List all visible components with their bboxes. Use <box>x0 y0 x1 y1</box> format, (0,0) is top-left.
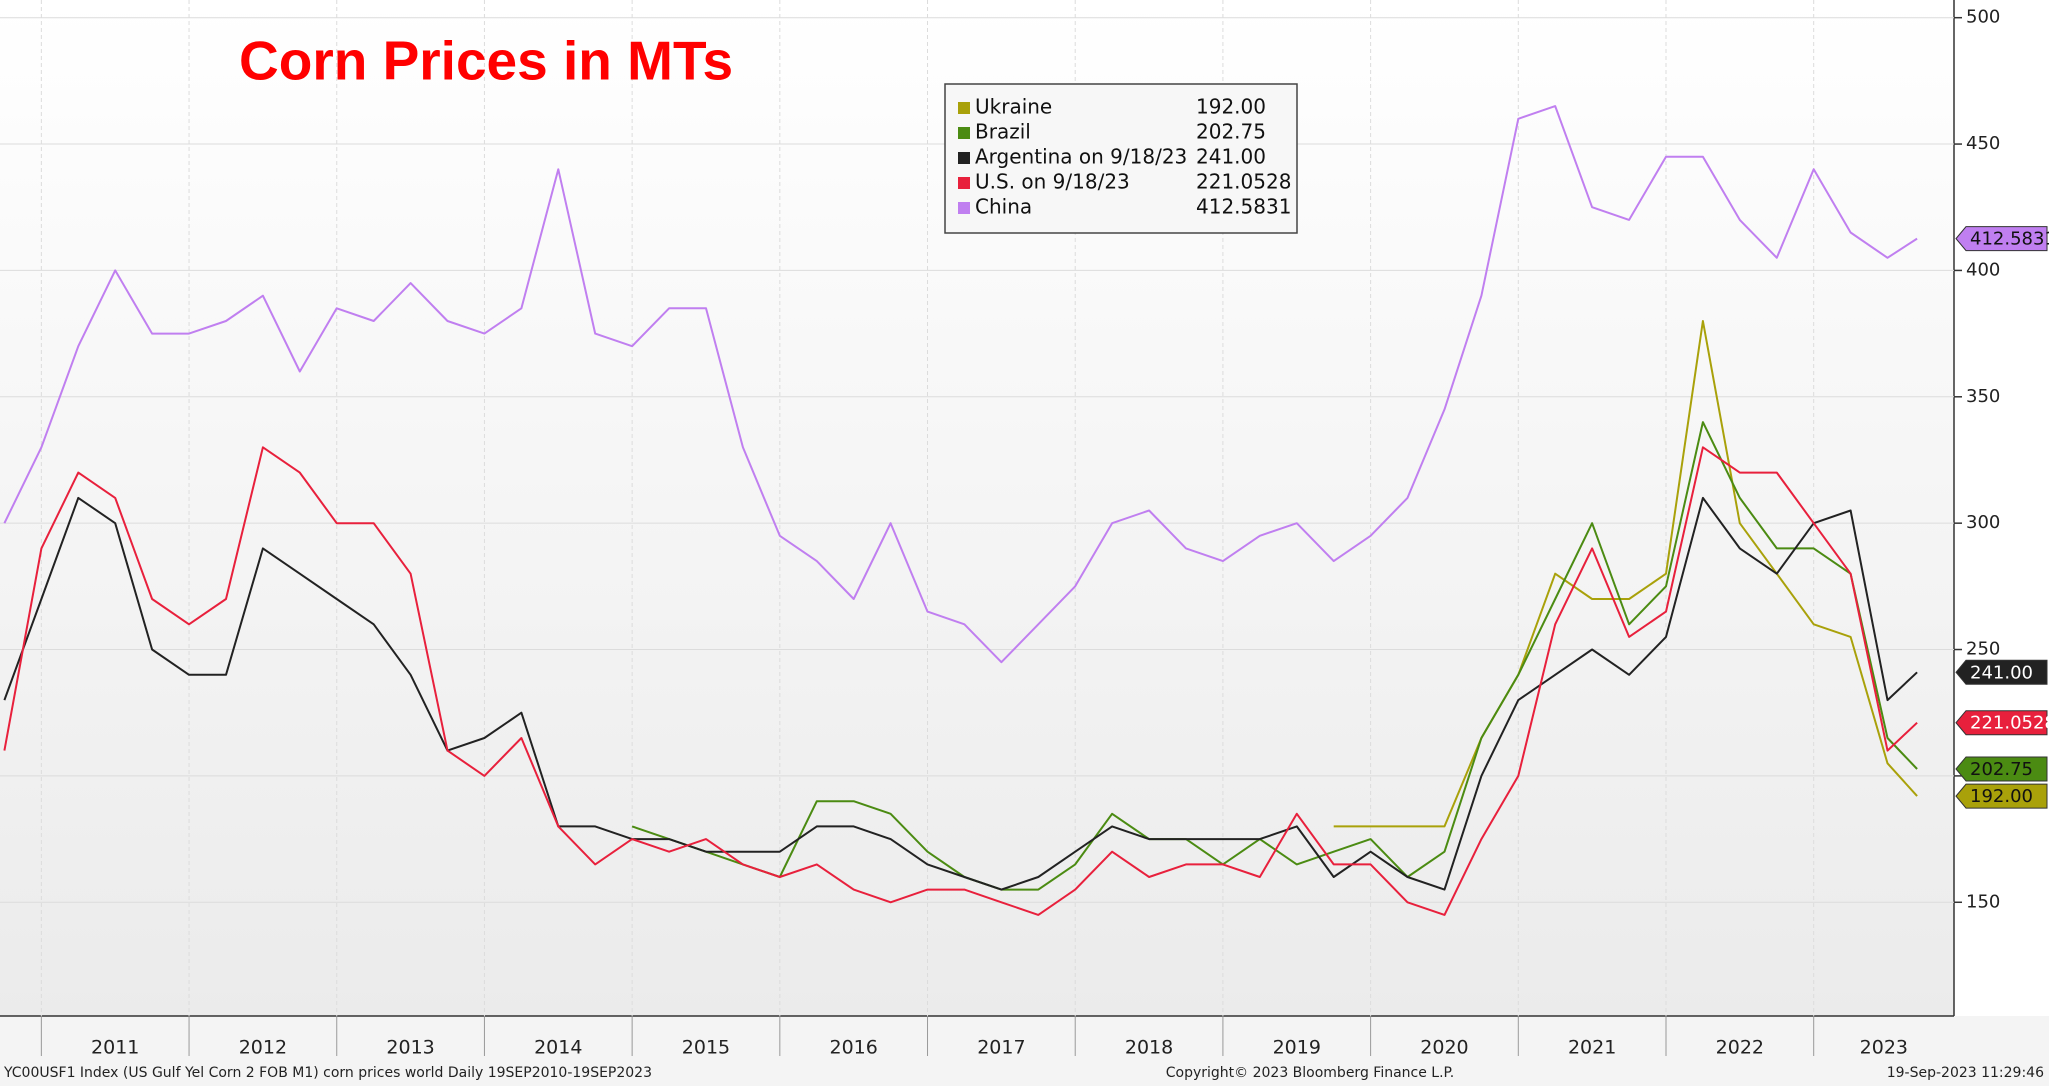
x-tick-label: 2021 <box>1568 1037 1616 1059</box>
value-tag-label: 412.5831 <box>1970 229 2049 250</box>
value-tag <box>1955 710 2048 736</box>
legend-label: U.S. on 9/18/23 <box>975 170 1130 194</box>
y-tick-label: 350 <box>1966 386 2000 407</box>
x-tick-label: 2014 <box>534 1037 582 1059</box>
y-tick-label: 150 <box>1966 891 2000 912</box>
legend-swatch <box>958 177 970 189</box>
series-line <box>1333 320 1918 828</box>
lines <box>3 105 1918 916</box>
legend-label: Brazil <box>975 120 1031 144</box>
x-tick-label: 2019 <box>1273 1037 1321 1059</box>
x-tick-label: 2015 <box>682 1037 730 1059</box>
y-tick-label: 450 <box>1966 133 2000 154</box>
value-tag <box>1955 756 2048 782</box>
footer-source: YC00USF1 Index (US Gulf Yel Corn 2 FOB M… <box>3 1065 652 1081</box>
series-line <box>3 496 1918 891</box>
legend: Ukraine 192.00 Brazil 202.75 Argentina on 9/… <box>944 83 1298 234</box>
value-tag-label: 202.75 <box>1970 759 2033 780</box>
legend-box <box>944 83 1298 234</box>
axes: 1502002503003504004505002011201220132014… <box>40 7 2049 1059</box>
legend-label: Argentina on 9/18/23 <box>975 145 1187 169</box>
chart-title: Corn Prices in MTs <box>239 30 733 92</box>
legend-swatch <box>958 102 970 114</box>
x-tick-label: 2013 <box>386 1037 434 1059</box>
x-tick-label: 2011 <box>91 1037 139 1059</box>
footer-background <box>0 1016 2049 1086</box>
legend-value: 241.00 <box>1196 145 1266 169</box>
legend-value: 192.00 <box>1196 95 1266 119</box>
value-tag-label: 241.00 <box>1970 662 2033 683</box>
legend-label: Ukraine <box>975 95 1052 119</box>
series-line <box>3 446 1918 916</box>
y-tick-label: 500 <box>1966 7 2000 28</box>
grid <box>0 0 1954 1016</box>
legend-swatch <box>958 202 970 214</box>
value-tag-label: 221.0528 <box>1970 713 2049 734</box>
series-line <box>3 105 1918 664</box>
y-tick-label: 400 <box>1966 259 2000 280</box>
x-tick-label: 2012 <box>239 1037 287 1059</box>
y-tick-label: 250 <box>1966 639 2000 660</box>
value-tag-label: 192.00 <box>1970 786 2033 807</box>
legend-value: 202.75 <box>1196 120 1266 144</box>
x-tick-label: 2018 <box>1125 1037 1173 1059</box>
value-tag <box>1955 783 2048 809</box>
x-tick-label: 2022 <box>1716 1037 1764 1059</box>
legend-value: 412.5831 <box>1196 195 1291 219</box>
value-tag <box>1955 659 2048 685</box>
x-tick-label: 2020 <box>1420 1037 1468 1059</box>
legend-swatch <box>958 127 970 139</box>
value-tag <box>1955 226 2048 252</box>
series-line <box>631 421 1918 891</box>
footer-copyright: Copyright© 2023 Bloomberg Finance L.P. <box>1166 1065 1455 1081</box>
y-tick-label: 300 <box>1966 512 2000 533</box>
x-tick-label: 2023 <box>1860 1037 1908 1059</box>
x-tick-label: 2016 <box>829 1037 877 1059</box>
legend-label: China <box>975 195 1032 219</box>
legend-swatch <box>958 152 970 164</box>
x-tick-label: 2017 <box>977 1037 1025 1059</box>
footer-date: 19-Sep-2023 11:29:46 <box>1887 1065 2044 1081</box>
legend-value: 221.0528 <box>1196 170 1291 194</box>
